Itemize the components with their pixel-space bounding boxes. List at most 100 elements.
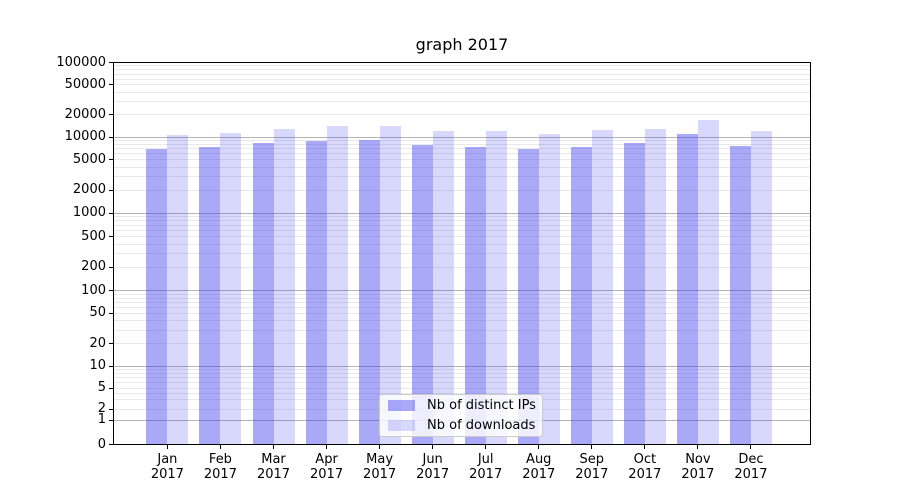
x-tick-mark <box>485 445 487 449</box>
bar-distinct-ips <box>199 146 221 444</box>
bar-distinct-ips <box>146 149 168 444</box>
bar-downloads <box>538 133 560 444</box>
x-tick-label: Jun 2017 <box>406 452 460 482</box>
x-tick-month: Jan <box>157 452 178 467</box>
x-tick-year: 2017 <box>628 467 662 482</box>
y-tick-mark <box>109 159 114 161</box>
major-gridline <box>114 290 810 292</box>
y-tick-mark <box>109 266 114 268</box>
bar-distinct-ips <box>729 145 751 444</box>
legend: Nb of distinct IPs Nb of downloads <box>379 394 543 437</box>
x-tick-mark <box>697 445 699 449</box>
minor-gridline <box>114 387 810 389</box>
y-tick-mark <box>109 343 114 345</box>
major-gridline <box>114 136 810 138</box>
y-tick-mark <box>109 114 114 116</box>
y-tick-label: 10 <box>89 358 106 374</box>
bar-distinct-ips <box>464 146 486 444</box>
x-tick-label: Mar 2017 <box>247 452 301 482</box>
x-tick-year: 2017 <box>203 467 237 482</box>
legend-entry-distinct-ips: Nb of distinct IPs <box>388 397 542 414</box>
minor-gridline <box>114 301 810 303</box>
minor-gridline <box>114 84 810 86</box>
x-tick-month: May <box>366 452 394 467</box>
x-tick-mark <box>219 445 221 449</box>
x-tick-label: Feb 2017 <box>193 452 247 482</box>
bar-distinct-ips <box>676 134 698 444</box>
y-tick-label: 500 <box>81 228 106 244</box>
x-tick-mark <box>432 445 434 449</box>
x-tick-label: Jan 2017 <box>140 452 194 482</box>
legend-label-distinct-ips: Nb of distinct IPs <box>427 398 536 413</box>
x-tick-month: Jul <box>477 452 494 467</box>
bar-downloads <box>379 125 401 444</box>
x-tick-mark <box>644 445 646 449</box>
bar-distinct-ips <box>411 145 433 444</box>
minor-gridline <box>114 220 810 222</box>
bar-downloads <box>485 130 507 444</box>
y-tick-mark <box>109 212 114 214</box>
bar-downloads <box>273 129 295 444</box>
x-tick-year: 2017 <box>522 467 556 482</box>
x-tick-mark <box>326 445 328 449</box>
x-tick-year: 2017 <box>363 467 397 482</box>
minor-gridline <box>114 189 810 191</box>
y-tick-label: 20000 <box>64 106 106 122</box>
minor-gridline <box>114 293 810 295</box>
y-tick-mark <box>109 312 114 314</box>
minor-gridline <box>114 381 810 383</box>
y-tick-mark <box>109 136 114 138</box>
minor-gridline <box>114 65 810 67</box>
x-tick-year: 2017 <box>150 467 184 482</box>
x-tick-month: Aug <box>526 452 552 467</box>
y-tick-mark <box>109 290 114 292</box>
x-tick-mark <box>591 445 593 449</box>
x-tick-year: 2017 <box>681 467 715 482</box>
x-tick-label: Nov 2017 <box>671 452 725 482</box>
y-tick-label: 50 <box>89 305 106 321</box>
bar-distinct-ips <box>305 141 327 444</box>
x-tick-month: Nov <box>685 452 711 467</box>
x-tick-year: 2017 <box>734 467 768 482</box>
minor-gridline <box>114 148 810 150</box>
minor-gridline <box>114 153 810 155</box>
y-tick-mark <box>109 387 114 389</box>
minor-gridline <box>114 392 810 394</box>
x-tick-year: 2017 <box>575 467 609 482</box>
x-tick-month: Feb <box>208 452 232 467</box>
y-tick-label: 20 <box>89 335 106 351</box>
x-tick-year: 2017 <box>416 467 450 482</box>
x-tick-mark <box>379 445 381 449</box>
bar-downloads <box>697 120 719 444</box>
y-tick-label: 200 <box>81 259 106 275</box>
y-tick-mark <box>109 236 114 238</box>
minor-gridline <box>114 69 810 71</box>
y-tick-mark <box>109 189 114 191</box>
x-tick-year: 2017 <box>256 467 291 482</box>
y-tick-label: 50000 <box>64 76 106 92</box>
minor-gridline <box>114 166 810 168</box>
x-tick-label: Sep 2017 <box>565 452 619 482</box>
y-tick-label: 1 <box>97 412 106 428</box>
x-tick-month: Jun <box>422 452 443 467</box>
x-tick-mark <box>273 445 274 449</box>
minor-gridline <box>114 306 810 308</box>
x-tick-mark <box>538 445 540 449</box>
x-tick-label: Oct 2017 <box>618 452 672 482</box>
minor-gridline <box>114 159 810 161</box>
minor-gridline <box>114 243 810 245</box>
x-tick-year: 2017 <box>310 467 344 482</box>
y-tick-mark <box>109 62 114 63</box>
y-tick-mark <box>109 444 114 445</box>
y-tick-mark <box>109 365 114 367</box>
bar-distinct-ips <box>570 146 592 444</box>
minor-gridline <box>114 376 810 378</box>
minor-gridline <box>114 143 810 145</box>
y-tick-label: 5000 <box>72 151 106 167</box>
bar-distinct-ips <box>623 143 645 444</box>
x-tick-mark <box>166 445 168 449</box>
minor-gridline <box>114 329 810 331</box>
x-tick-year: 2017 <box>469 467 503 482</box>
legend-swatch-downloads <box>388 420 415 431</box>
y-tick-mark <box>109 419 114 421</box>
